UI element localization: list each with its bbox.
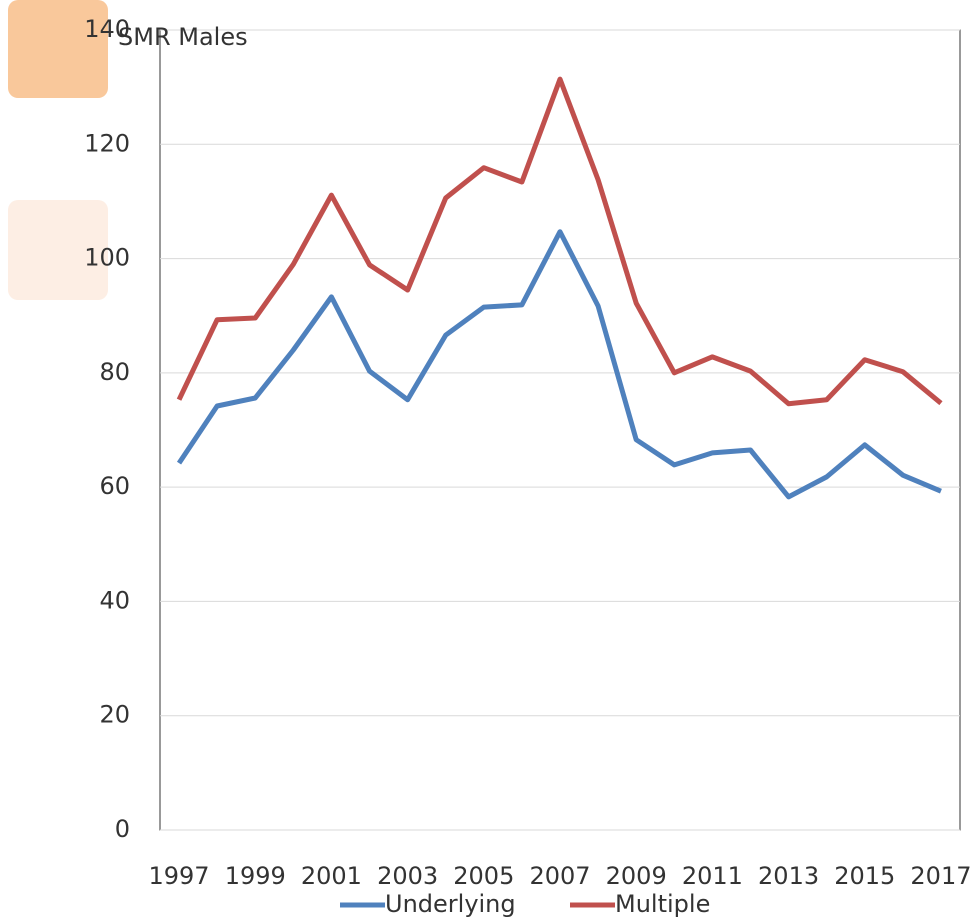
chart-title: SMR Males [118,23,248,51]
y-tick-label: 120 [84,129,130,157]
y-tick-label: 140 [84,15,130,43]
x-tick-label: 2011 [682,862,743,890]
x-tick-label: 2009 [606,862,667,890]
decoration [8,0,108,98]
legend-label: Underlying [385,890,516,918]
legend-label: Multiple [615,890,710,918]
y-tick-label: 60 [99,472,130,500]
decoration [8,200,108,300]
x-tick-label: 1999 [225,862,286,890]
y-tick-label: 20 [99,701,130,729]
x-tick-label: 2001 [301,862,362,890]
y-tick-label: 40 [99,586,130,614]
x-tick-label: 2017 [910,862,971,890]
x-tick-label: 2007 [529,862,590,890]
x-tick-label: 2015 [834,862,895,890]
y-tick-label: 100 [84,244,130,272]
x-tick-label: 2013 [758,862,819,890]
plot-frame [159,29,961,831]
x-tick-label: 1997 [149,862,210,890]
line-series [176,229,942,500]
y-tick-label: 80 [99,358,130,386]
y-tick-label: 0 [115,815,130,843]
line-series [176,76,943,407]
x-tick-label: 2003 [377,862,438,890]
x-tick-label: 2005 [453,862,514,890]
